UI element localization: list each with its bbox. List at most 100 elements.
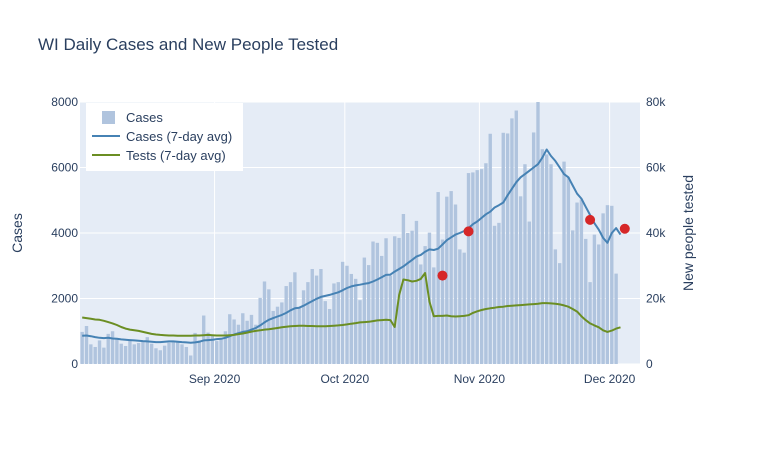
cases-bar bbox=[518, 196, 523, 364]
cases-bar bbox=[501, 132, 505, 364]
y2-tick-label: 40k bbox=[646, 226, 666, 240]
cases-bar bbox=[267, 289, 271, 364]
cases-bar bbox=[110, 331, 115, 364]
cases-bar bbox=[310, 269, 314, 364]
cases-bar bbox=[423, 246, 427, 364]
cases-bar bbox=[419, 264, 423, 364]
cases-bar bbox=[371, 241, 375, 364]
cases-bar bbox=[366, 265, 371, 364]
cases-bar bbox=[610, 205, 614, 364]
cases-bar bbox=[527, 221, 531, 364]
cases-bar bbox=[544, 154, 549, 364]
cases-bar bbox=[384, 238, 388, 364]
cases-bar bbox=[393, 236, 397, 364]
cases-bar bbox=[254, 324, 258, 364]
y-axis-title: Cases bbox=[9, 213, 25, 253]
cases-bar bbox=[245, 320, 249, 364]
cases-bar bbox=[288, 282, 293, 364]
cases-bar bbox=[106, 333, 110, 364]
cases-bar bbox=[445, 196, 449, 364]
cases-bar bbox=[449, 191, 453, 364]
cases-bar bbox=[119, 343, 123, 364]
cases-bar bbox=[158, 350, 163, 364]
cases-bar bbox=[523, 164, 527, 364]
x-tick-label: Dec 2020 bbox=[584, 372, 636, 386]
cases-bar bbox=[575, 202, 579, 364]
x-tick-label: Nov 2020 bbox=[454, 372, 506, 386]
cases-bar bbox=[406, 233, 410, 364]
cases-bar bbox=[466, 173, 471, 364]
cases-bar bbox=[297, 307, 301, 364]
x-axis-ticks: Sep 2020 Oct 2020 Nov 2020 Dec 2020 bbox=[189, 372, 636, 386]
cases-bar bbox=[336, 282, 340, 364]
cases-bar bbox=[553, 249, 558, 364]
cases-bar bbox=[505, 133, 510, 364]
cases-bar bbox=[149, 343, 154, 364]
event-marker bbox=[437, 270, 448, 281]
y2-tick-label: 60k bbox=[646, 161, 666, 175]
cases-bar bbox=[284, 286, 288, 364]
cases-bar bbox=[410, 230, 414, 364]
event-markers bbox=[437, 214, 630, 281]
cases-bar bbox=[141, 341, 145, 364]
event-marker bbox=[463, 226, 474, 237]
cases-bar bbox=[210, 335, 215, 364]
y-tick-label: 2000 bbox=[51, 292, 78, 306]
event-marker bbox=[585, 214, 596, 225]
cases-bar bbox=[536, 102, 540, 364]
cases-bar bbox=[584, 238, 588, 364]
legend[interactable]: Cases Cases (7-day avg) Tests (7-day avg… bbox=[86, 103, 243, 171]
cases-bar bbox=[497, 222, 501, 364]
cases-bar bbox=[80, 331, 84, 364]
cases-bar bbox=[171, 341, 176, 364]
cases-bar bbox=[358, 300, 362, 364]
cases-bar bbox=[601, 213, 605, 364]
cases-bar bbox=[514, 110, 518, 364]
cases-bar bbox=[84, 326, 89, 364]
event-marker bbox=[619, 223, 630, 234]
y-tick-label: 6000 bbox=[51, 161, 78, 175]
cases-bar bbox=[301, 290, 306, 364]
cases-bar bbox=[275, 306, 280, 364]
cases-bar bbox=[332, 283, 336, 364]
cases-bar bbox=[349, 273, 354, 364]
cases-bar bbox=[93, 346, 97, 364]
cases-bar bbox=[566, 177, 571, 364]
cases-bar bbox=[475, 170, 479, 364]
cases-bar bbox=[531, 132, 536, 364]
cases-bar bbox=[280, 302, 284, 364]
cases-bar bbox=[89, 344, 93, 364]
cases-bar bbox=[97, 340, 102, 364]
cases-bar bbox=[458, 249, 462, 364]
cases-bar bbox=[132, 344, 136, 364]
legend-label-tests-avg: Tests (7-day avg) bbox=[126, 148, 226, 163]
y2-axis-title: New people tested bbox=[680, 175, 696, 291]
cases-bar bbox=[484, 163, 488, 364]
legend-label-cases-avg: Cases (7-day avg) bbox=[126, 129, 232, 144]
cases-bar bbox=[180, 344, 184, 364]
cases-bar bbox=[453, 204, 458, 364]
cases-bar bbox=[562, 161, 566, 364]
cases-avg-line bbox=[82, 148, 622, 344]
cases-bar bbox=[228, 314, 232, 364]
x-tick-label: Oct 2020 bbox=[320, 372, 369, 386]
cases-bar bbox=[571, 230, 575, 364]
cases-bar bbox=[380, 255, 384, 364]
cases-bar bbox=[184, 346, 189, 364]
cases-bar bbox=[193, 332, 197, 364]
cases-bar bbox=[605, 205, 610, 364]
cases-bar bbox=[479, 169, 484, 364]
cases-bar bbox=[236, 324, 241, 364]
cases-bar bbox=[128, 340, 132, 364]
cases-bar bbox=[323, 301, 327, 364]
cases-bar bbox=[206, 332, 210, 364]
cases-bar bbox=[462, 252, 466, 364]
legend-label-cases: Cases bbox=[126, 110, 163, 125]
y-tick-label: 8000 bbox=[51, 95, 78, 109]
cases-bar bbox=[353, 278, 358, 364]
cases-bar bbox=[471, 172, 475, 364]
cases-bar bbox=[549, 164, 553, 364]
cases-bar bbox=[102, 347, 106, 364]
